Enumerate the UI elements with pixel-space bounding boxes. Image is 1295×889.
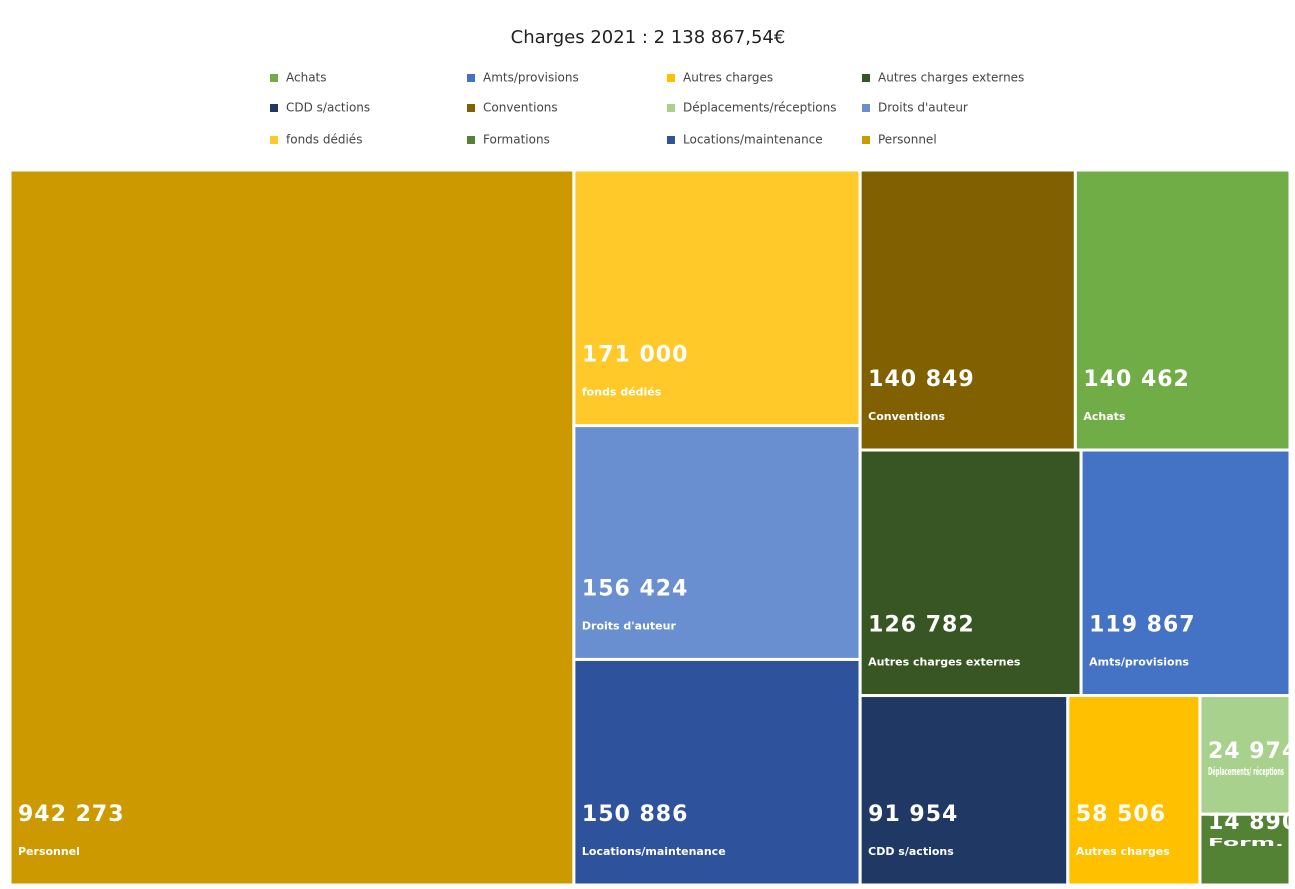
tile-label: Conventions	[868, 410, 945, 423]
legend-label: Autres charges	[683, 71, 773, 85]
tile-label: CDD s/actions	[868, 845, 954, 858]
legend-label: Personnel	[878, 133, 937, 147]
legend-swatch	[862, 104, 870, 112]
legend-swatch	[270, 74, 278, 82]
legend-swatch	[862, 74, 870, 82]
tile-label: Autres charges externes	[868, 656, 1021, 669]
tile	[1198, 694, 1292, 816]
legend-label: Autres charges externes	[878, 71, 1024, 85]
tile-value-label: 140 462	[1083, 367, 1190, 392]
legend-swatch	[270, 104, 278, 112]
legend-swatch	[667, 136, 675, 144]
tile-value-label: 24 974	[1208, 739, 1295, 764]
tile-label: fonds dédiés	[582, 386, 662, 399]
tile-value-label: 91 954	[868, 802, 958, 827]
tile-label: Déplacements/ réceptions	[1208, 765, 1284, 778]
tile	[1073, 168, 1292, 452]
legend-swatch	[467, 104, 475, 112]
tile	[858, 168, 1077, 452]
legend-label: fonds dédiés	[286, 133, 362, 147]
tile-label: Locations/maintenance	[582, 845, 726, 858]
tile-label: Autres charges	[1076, 845, 1170, 858]
tile-value-label: 119 867	[1089, 613, 1196, 638]
tile-value-label: 140 849	[868, 367, 975, 392]
tile	[572, 424, 862, 661]
tile-value-label: 126 782	[868, 613, 975, 638]
legend-label: Formations	[483, 133, 550, 147]
tile-value-label: 150 886	[582, 802, 689, 827]
legend-swatch	[467, 74, 475, 82]
tile-label: Droits d'auteur	[582, 619, 677, 632]
tile	[8, 168, 576, 887]
tile	[572, 657, 862, 887]
legend-swatch	[270, 136, 278, 144]
tile	[858, 448, 1083, 698]
legend-swatch	[667, 74, 675, 82]
tile-label: Form.	[1208, 836, 1284, 849]
legend-label: Amts/provisions	[483, 71, 579, 85]
tile-label: Amts/provisions	[1089, 656, 1189, 669]
legend-label: Droits d'auteur	[878, 101, 968, 115]
tile-value-label: 14 890	[1208, 810, 1295, 835]
legend-swatch	[667, 104, 675, 112]
tile-value-label: 171 000	[582, 343, 689, 368]
tile-value-label: 58 506	[1076, 802, 1166, 827]
tile	[1198, 812, 1292, 887]
tile-label: Personnel	[18, 845, 80, 858]
tile	[572, 168, 862, 428]
legend-swatch	[862, 136, 870, 144]
legend-label: Conventions	[483, 101, 558, 115]
tile	[1079, 448, 1292, 698]
chart-title: Charges 2021 : 2 138 867,54€	[511, 27, 786, 48]
legend-label: Achats	[286, 71, 327, 85]
tile-label: Achats	[1083, 410, 1126, 423]
tile-value-label: 942 273	[18, 802, 125, 827]
tile	[858, 694, 1070, 887]
legend-label: CDD s/actions	[286, 101, 370, 115]
legend-swatch	[467, 136, 475, 144]
tile-value-label: 156 424	[582, 576, 689, 601]
legend-label: Déplacements/réceptions	[683, 101, 836, 115]
legend-label: Locations/maintenance	[683, 133, 823, 147]
tile	[1066, 694, 1202, 887]
